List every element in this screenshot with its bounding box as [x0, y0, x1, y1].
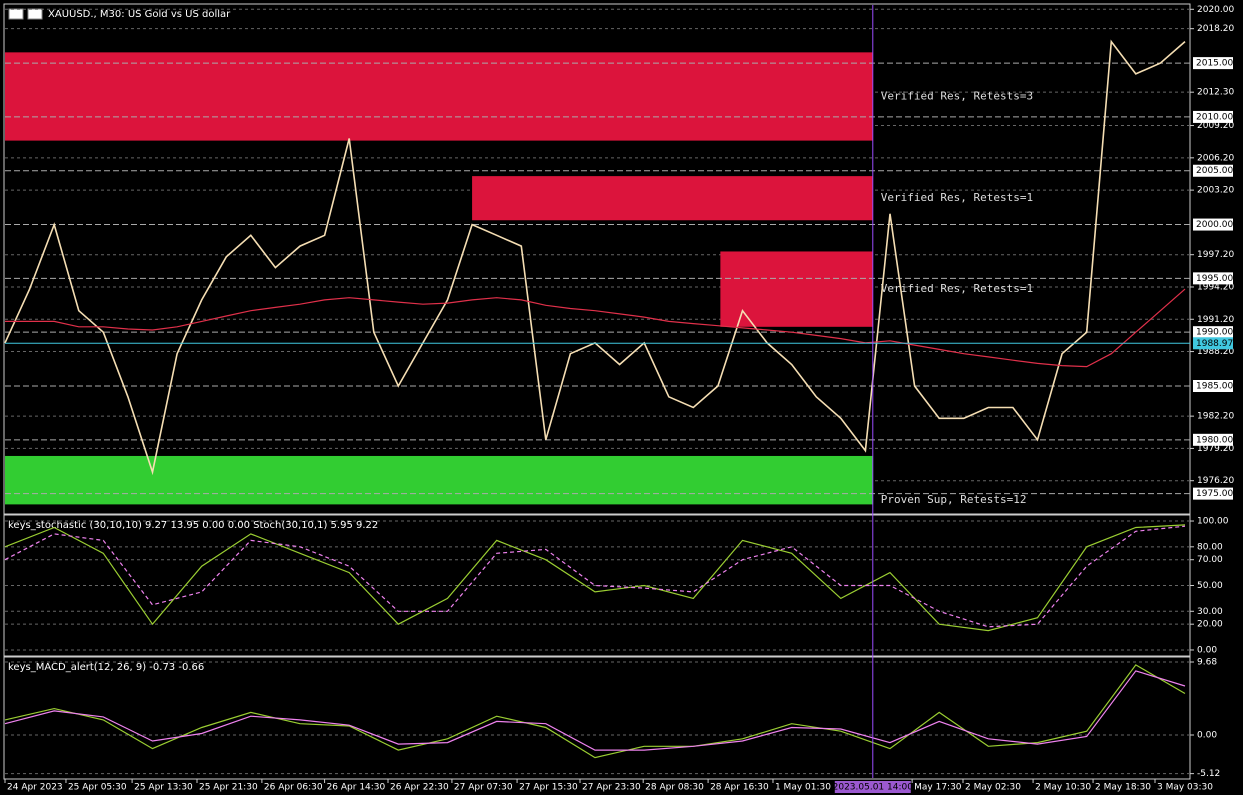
x-tick-label: 26 Apr 06:30: [264, 783, 323, 793]
x-tick-label: May 17:30: [914, 783, 962, 793]
level-box: [1193, 326, 1233, 339]
zone-label: Verified Res, Retests=3: [881, 89, 1033, 102]
series-line: [5, 288, 1186, 368]
y-tick-label: 2009.20: [1197, 121, 1234, 131]
panel-title: keys_stochastic (30,10,10) 9.27 13.95 0.…: [8, 520, 378, 531]
y-tick-label: 1979.20: [1197, 444, 1234, 454]
level-label: 1975.00: [1196, 489, 1233, 499]
level-box: [1193, 57, 1233, 70]
level-box: [1193, 272, 1233, 285]
x-tick-label: 1 May 01:30: [775, 783, 831, 793]
x-tick-label: 28 Apr 08:30: [645, 783, 704, 793]
y-tick-label: 2012.30: [1197, 88, 1234, 98]
x-tick-label: 25 Apr 13:30: [134, 783, 193, 793]
level-label: 1985.00: [1196, 382, 1233, 392]
level-box: [1193, 433, 1233, 446]
series-line: [4, 670, 1186, 751]
x-tick-label: 26 Apr 14:30: [327, 783, 386, 793]
level-box: [1193, 164, 1233, 177]
level-label: 2010.00: [1196, 112, 1233, 122]
zone-label: Verified Res, Retests=1: [881, 282, 1033, 295]
level-label: 1995.00: [1196, 274, 1233, 284]
y-tick-label: 2018.20: [1197, 24, 1234, 34]
cursor-label: 2023.05.01 14:00: [833, 783, 914, 793]
x-tick-label: 27 Apr 07:30: [454, 783, 513, 793]
x-tick-label: 3 May 03:30: [1157, 783, 1213, 793]
y-tick-label: 0.00: [1197, 645, 1217, 655]
zone: [720, 251, 873, 327]
y-tick-label: 1988.20: [1197, 347, 1234, 357]
level-label: 1980.00: [1196, 435, 1233, 445]
level-box: [1193, 218, 1233, 231]
y-tick-label: 2003.20: [1197, 186, 1234, 196]
cursor-box: [834, 781, 911, 793]
price-panel: [3, 3, 1191, 515]
x-tick-label: 2 May 18:30: [1095, 783, 1151, 793]
y-tick-label: 30.00: [1197, 607, 1223, 617]
panel-title: keys_MACD_alert(12, 26, 9) -0.73 -0.66: [8, 662, 204, 673]
zone: [5, 455, 873, 505]
level-box: [1193, 380, 1233, 392]
zone: [5, 52, 873, 141]
level-label: 1990.00: [1196, 328, 1233, 338]
current-price-box: [1193, 337, 1233, 350]
layer: 2020.00 2018.20 2012.30 2009.20 2006.20 2003.…: [4, 5, 1234, 793]
y-tick-label: 9.68: [1197, 657, 1217, 667]
x-tick-label: 27 Apr 15:30: [519, 783, 578, 793]
icon: [27, 8, 43, 20]
x-tick-label: 27 Apr 23:30: [582, 783, 641, 793]
x-tick-label: 2 May 02:30: [965, 783, 1021, 793]
y-tick-label: 2020.00: [1197, 5, 1234, 15]
y-tick-label: 2006.20: [1197, 153, 1234, 163]
y-tick-label: 80.00: [1197, 542, 1223, 552]
zone: [472, 176, 873, 221]
y-tick-label: 1991.20: [1197, 315, 1234, 325]
level-box: [1193, 110, 1233, 123]
series-line: [4, 664, 1186, 759]
macd-panel: [3, 656, 1191, 780]
y-tick-label: 70.00: [1197, 555, 1223, 565]
x-tick-label: 25 Apr 21:30: [199, 783, 258, 793]
x-tick-label: 25 Apr 05:30: [68, 783, 127, 793]
icon: [8, 8, 24, 20]
y-tick-label: -5.12: [1197, 769, 1220, 779]
y-tick-label: 1976.20: [1197, 476, 1234, 486]
x-tick-label: 28 Apr 16:30: [710, 783, 769, 793]
level-label: 2015.00: [1196, 59, 1233, 69]
y-tick-label: 0.00: [1197, 731, 1217, 741]
y-tick-label: 1994.20: [1197, 282, 1234, 292]
series-line: [4, 524, 1186, 632]
y-tick-label: 20.00: [1197, 620, 1223, 630]
y-tick-label: 1982.20: [1197, 412, 1234, 422]
level-box: [1193, 487, 1233, 500]
chart-header: XAUUSD., M30: US Gold vs US dollar: [48, 9, 231, 20]
x-tick-label: 24 Apr 2023: [7, 783, 63, 793]
current-price-label: 1988.97: [1196, 339, 1233, 349]
zone-label: Verified Res, Retests=1: [881, 191, 1033, 204]
y-tick-label: 1997.20: [1197, 250, 1234, 260]
x-tick-label: 26 Apr 22:30: [390, 783, 449, 793]
x-tick-label: 2 May 10:30: [1035, 783, 1091, 793]
level-label: 2000.00: [1196, 220, 1233, 230]
y-tick-label: 50.00: [1197, 581, 1223, 591]
level-label: 2005.00: [1196, 166, 1233, 176]
zone-label: Proven Sup, Retests=12: [881, 493, 1027, 506]
y-tick-label: 100.00: [1197, 517, 1229, 527]
